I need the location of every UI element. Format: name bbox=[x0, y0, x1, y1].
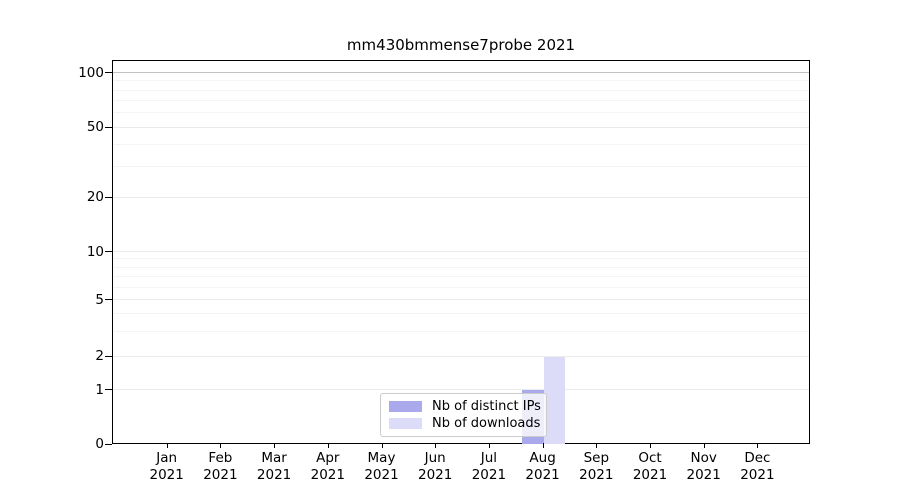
x-tick-month: Dec bbox=[744, 450, 771, 466]
x-tick-mark bbox=[488, 443, 490, 448]
x-tick-label: Jun 2021 bbox=[418, 450, 452, 484]
x-tick-mark bbox=[435, 443, 437, 448]
legend-label: Nb of distinct IPs bbox=[432, 399, 541, 414]
y-tick-label: 2 bbox=[95, 348, 104, 364]
x-tick-label: Jan 2021 bbox=[150, 450, 184, 484]
y-tick-mark bbox=[105, 72, 112, 73]
x-tick-label: Apr 2021 bbox=[311, 450, 345, 484]
bar-nb-of-downloads-aug bbox=[543, 356, 566, 444]
gridline-minor bbox=[113, 165, 809, 167]
x-tick-month: Apr bbox=[316, 450, 340, 466]
legend-item: Nb of distinct IPs bbox=[389, 398, 541, 415]
gridline-minor bbox=[113, 89, 809, 91]
x-tick-mark bbox=[220, 443, 222, 448]
x-tick-month: Sep bbox=[583, 450, 610, 466]
gridline-minor bbox=[113, 312, 809, 314]
x-tick-year: 2021 bbox=[686, 467, 721, 483]
gridline-minor bbox=[113, 143, 809, 145]
gridline-major bbox=[113, 299, 809, 301]
x-tick-mark bbox=[596, 443, 598, 448]
x-tick-year: 2021 bbox=[203, 467, 238, 483]
x-tick-year: 2021 bbox=[310, 467, 345, 483]
y-tick-mark bbox=[105, 126, 112, 128]
x-tick-month: Feb bbox=[208, 450, 233, 466]
gridline-major bbox=[113, 126, 809, 128]
x-tick-label: Feb 2021 bbox=[203, 450, 237, 484]
gridline-major bbox=[113, 251, 809, 252]
y-tick-mark bbox=[105, 443, 112, 445]
y-tick-label: 50 bbox=[86, 119, 104, 136]
x-tick-month: Jul bbox=[480, 450, 498, 466]
y-tick-label: 5 bbox=[95, 291, 104, 308]
x-tick-year: 2021 bbox=[256, 467, 292, 483]
x-tick-month: Oct bbox=[638, 450, 662, 466]
gridline-minor bbox=[113, 80, 809, 82]
x-tick-mark bbox=[757, 443, 759, 448]
legend-label: Nb of downloads bbox=[432, 416, 541, 431]
gridline-minor bbox=[113, 112, 809, 114]
x-tick-year: 2021 bbox=[579, 467, 614, 483]
x-tick-mark bbox=[542, 443, 544, 448]
x-tick-mark bbox=[327, 443, 329, 448]
y-tick-mark bbox=[105, 355, 112, 357]
x-tick-year: 2021 bbox=[740, 467, 775, 483]
x-tick-label: Mar 2021 bbox=[257, 450, 291, 484]
x-tick-month: Jun bbox=[424, 450, 446, 466]
x-tick-month: Mar bbox=[261, 450, 287, 466]
legend-swatch-nb-of-distinct-ips bbox=[389, 401, 422, 412]
x-tick-mark bbox=[274, 443, 276, 448]
x-tick-year: 2021 bbox=[632, 467, 668, 483]
chart-title: mm430bmmense7probe 2021 bbox=[346, 36, 576, 54]
x-tick-label: Sep 2021 bbox=[579, 450, 613, 484]
y-tick-label: 10 bbox=[86, 243, 104, 260]
gridline-minor bbox=[113, 266, 809, 268]
x-tick-month: Aug bbox=[529, 450, 556, 466]
gridline-major bbox=[113, 355, 809, 357]
gridline-minor bbox=[113, 258, 809, 260]
gridline-minor bbox=[113, 286, 809, 288]
x-tick-label: Dec 2021 bbox=[740, 450, 774, 484]
x-tick-year: 2021 bbox=[525, 467, 560, 483]
y-tick-label: 20 bbox=[86, 189, 104, 206]
gridline-minor bbox=[113, 330, 809, 332]
legend-swatch-nb-of-downloads bbox=[389, 418, 422, 429]
gridline-major bbox=[113, 72, 809, 73]
y-tick-label: 100 bbox=[78, 64, 104, 81]
y-tick-mark bbox=[105, 299, 112, 301]
x-tick-label: Aug 2021 bbox=[525, 450, 559, 484]
y-tick-mark bbox=[105, 389, 112, 390]
x-tick-mark bbox=[166, 443, 168, 448]
x-tick-label: Nov 2021 bbox=[687, 450, 721, 484]
x-tick-label: May 2021 bbox=[364, 450, 398, 484]
x-tick-mark bbox=[703, 443, 705, 448]
y-tick-mark bbox=[105, 251, 112, 252]
x-tick-mark bbox=[381, 443, 383, 448]
x-tick-mark bbox=[650, 443, 651, 448]
x-tick-year: 2021 bbox=[364, 467, 399, 483]
y-tick-label: 0 bbox=[95, 436, 104, 452]
x-tick-month: May bbox=[367, 450, 396, 466]
x-tick-year: 2021 bbox=[149, 467, 184, 483]
plot-area bbox=[112, 60, 810, 444]
x-tick-label: Oct 2021 bbox=[633, 450, 667, 484]
legend-item: Nb of downloads bbox=[389, 415, 541, 432]
gridline-minor bbox=[113, 100, 809, 102]
y-tick-mark bbox=[105, 196, 112, 198]
gridline-major bbox=[113, 196, 809, 198]
x-tick-month: Nov bbox=[690, 450, 717, 466]
gridline-major bbox=[113, 389, 809, 390]
x-tick-year: 2021 bbox=[471, 467, 507, 483]
x-tick-year: 2021 bbox=[418, 467, 453, 483]
x-tick-label: Jul 2021 bbox=[472, 450, 506, 484]
legend: Nb of distinct IPs Nb of downloads bbox=[380, 393, 547, 437]
x-tick-month: Jan bbox=[156, 450, 178, 466]
gridline-minor bbox=[113, 275, 809, 277]
y-tick-label: 1 bbox=[95, 381, 104, 398]
